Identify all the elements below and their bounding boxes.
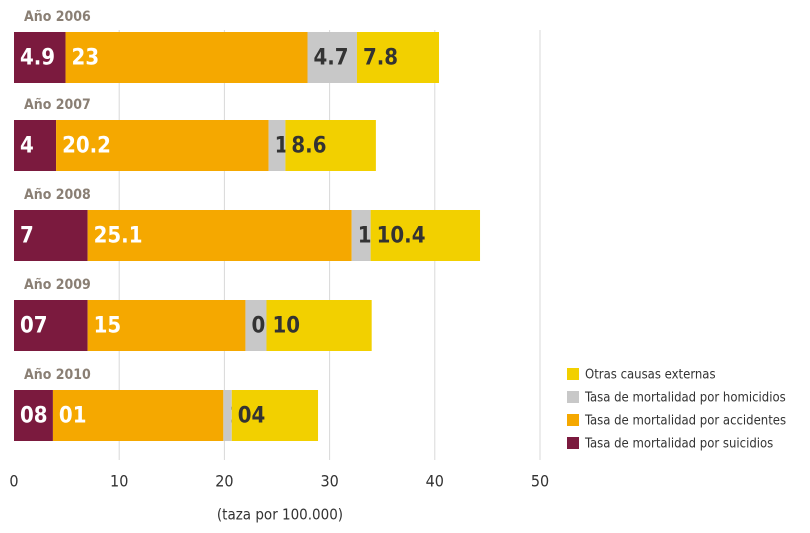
bar-segment	[87, 210, 352, 261]
category-label: Año 2009	[24, 277, 91, 293]
value-label: 4.9	[20, 46, 55, 71]
x-axis-label: (taza por 100.000)	[217, 506, 343, 524]
value-label: 07	[20, 314, 48, 339]
value-label: 10	[272, 314, 300, 339]
x-tick-label: 50	[531, 472, 549, 491]
category-label: Año 2008	[24, 187, 91, 203]
value-label: 25.1	[94, 224, 143, 249]
category-label: Año 2006	[24, 9, 91, 25]
bar-segment	[14, 210, 88, 261]
bar-segment	[370, 210, 481, 261]
legend-label: Tasa de mortalidad por homicidios	[584, 391, 786, 406]
x-tick-label: 40	[426, 472, 444, 491]
bar-segment	[56, 120, 269, 171]
legend-swatch	[567, 391, 579, 403]
bar-segment	[87, 300, 246, 351]
x-tick-label: 20	[215, 472, 233, 491]
bar-segment	[245, 300, 267, 351]
bar-segment	[223, 390, 232, 441]
value-label: 10.4	[377, 224, 426, 249]
bar-segment	[356, 32, 440, 83]
value-label: 4	[20, 134, 34, 159]
bar-segment	[268, 120, 286, 171]
value-label: 08	[20, 404, 48, 429]
x-tick-label: 30	[320, 472, 338, 491]
legend-swatch	[567, 368, 579, 380]
value-label: 01	[59, 404, 87, 429]
value-label: 15	[94, 314, 122, 339]
value-label: 04	[238, 404, 266, 429]
value-label: 23	[72, 46, 100, 71]
bar-segment	[65, 32, 308, 83]
legend-swatch	[567, 414, 579, 426]
category-label: Año 2007	[24, 97, 91, 113]
value-label: 8.6	[291, 134, 326, 159]
bar-segment	[285, 120, 376, 171]
bar-segment	[307, 32, 357, 83]
value-label: 7.8	[363, 46, 398, 71]
bar-segment	[14, 32, 66, 83]
x-tick-label: 0	[9, 472, 18, 491]
category-label: Año 2010	[24, 367, 91, 383]
value-label: 7	[20, 224, 34, 249]
legend-swatch	[567, 437, 579, 449]
bar-segment	[231, 390, 319, 441]
bar-segment	[14, 300, 88, 351]
bar-segment	[14, 120, 57, 171]
bar-segment	[266, 300, 372, 351]
legend-label: Tasa de mortalidad por suicidios	[584, 437, 773, 452]
value-label: 4.7	[314, 46, 349, 71]
x-tick-label: 10	[110, 472, 128, 491]
bar-segment	[52, 390, 224, 441]
legend-label: Otras causas externas	[585, 368, 716, 383]
bar-segment	[14, 390, 53, 441]
value-label: 20.2	[62, 134, 111, 159]
bar-segment	[351, 210, 371, 261]
legend-label: Tasa de mortalidad por accidentes	[584, 414, 786, 429]
